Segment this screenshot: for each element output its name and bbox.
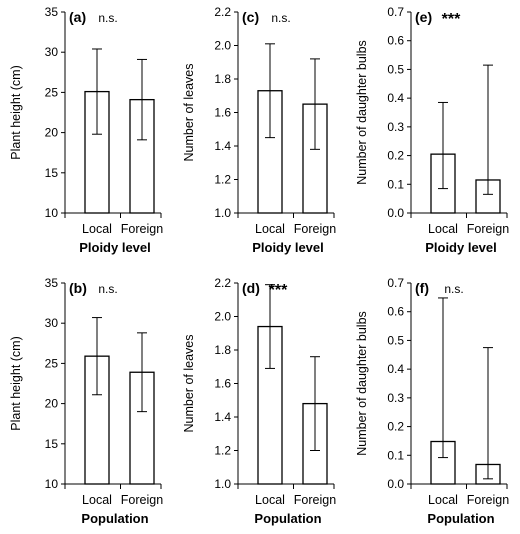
y-tick-label: 0.3 (387, 120, 404, 134)
panel-label: (f) (415, 280, 429, 296)
y-tick-label: 1.8 (214, 343, 231, 357)
y-axis-label: Number of daughter bulbs (355, 40, 369, 185)
chart-panel-e: 0.0 0.1 0.2 0.3 0.4 0.5 0.6 0.7 Local Foreign Ploi… (355, 5, 509, 255)
y-tick-label: 0.4 (387, 362, 404, 376)
y-tick-label: 0.7 (387, 276, 404, 290)
chart-panel-c: 1.0 1.2 1.4 1.6 1.8 2.0 2.2 Local Foreign Ploidy … (182, 5, 336, 255)
panel-label: (c) (242, 9, 259, 25)
panel-label: (a) (69, 9, 86, 25)
y-tick-label: 0.2 (387, 420, 404, 434)
chart-panel-f: 0.0 0.1 0.2 0.3 0.4 0.5 0.6 0.7 Local Foreign Popu… (355, 276, 509, 526)
panel-d: 1.0 1.2 1.4 1.6 1.8 2.0 2.2 Local Foreign Populat… (173, 271, 346, 534)
y-tick-label: 0.5 (387, 62, 404, 76)
category-label: Foreign (467, 493, 509, 507)
y-axis-label: Plant height (cm) (9, 336, 23, 430)
category-label: Local (428, 222, 458, 236)
y-tick-label: 1.2 (214, 173, 231, 187)
y-tick-label: 1.6 (214, 106, 231, 120)
y-tick-label: 1.0 (214, 206, 231, 220)
category-label: Local (255, 222, 285, 236)
category-label: Local (82, 222, 112, 236)
x-axis-label: Population (254, 511, 321, 526)
panel-label: (d) (242, 280, 260, 296)
y-tick-label: 25 (45, 356, 59, 370)
x-axis-label: Ploidy level (79, 240, 151, 255)
panel-f: 0.0 0.1 0.2 0.3 0.4 0.5 0.6 0.7 Local Foreign Popu… (346, 271, 519, 534)
panel-label: (e) (415, 9, 432, 25)
panel-b: 10 15 20 25 30 35 Local Foreign Population Plant … (0, 271, 173, 534)
significance-label: *** (269, 282, 288, 299)
y-tick-label: 0.0 (387, 206, 404, 220)
y-tick-label: 20 (45, 126, 59, 140)
x-axis-label: Population (427, 511, 494, 526)
y-tick-label: 2.0 (214, 39, 231, 53)
chart-panel-d: 1.0 1.2 1.4 1.6 1.8 2.0 2.2 Local Foreign Populat… (182, 276, 336, 526)
chart-panel-b: 10 15 20 25 30 35 Local Foreign Population Plant … (9, 276, 163, 526)
y-tick-label: 30 (45, 316, 59, 330)
y-tick-label: 30 (45, 45, 59, 59)
category-label: Foreign (121, 493, 163, 507)
significance-label: n.s. (444, 282, 463, 296)
y-tick-label: 2.2 (214, 5, 231, 19)
y-tick-label: 10 (45, 206, 59, 220)
y-tick-label: 0.6 (387, 305, 404, 319)
y-axis-label: Number of leaves (182, 64, 196, 162)
y-tick-label: 1.8 (214, 72, 231, 86)
x-axis-label: Population (81, 511, 148, 526)
panel-c: 1.0 1.2 1.4 1.6 1.8 2.0 2.2 Local Foreign Ploidy … (173, 0, 346, 263)
chart-panel-a: 10 15 20 25 30 35 Local Foreign Ploidy level Plan… (9, 5, 163, 255)
significance-label: n.s. (98, 282, 117, 296)
bar-local (430, 440, 456, 485)
y-tick-label: 0.5 (387, 333, 404, 347)
category-label: Foreign (467, 222, 509, 236)
y-tick-label: 15 (45, 166, 59, 180)
panel-e: 0.0 0.1 0.2 0.3 0.4 0.5 0.6 0.7 Local Foreign Ploi… (346, 0, 519, 263)
y-tick-label: 20 (45, 397, 59, 411)
y-tick-label: 10 (45, 477, 59, 491)
category-label: Foreign (121, 222, 163, 236)
y-tick-label: 15 (45, 437, 59, 451)
y-axis-label: Number of leaves (182, 335, 196, 433)
y-tick-label: 1.4 (214, 139, 231, 153)
x-axis-label: Ploidy level (425, 240, 497, 255)
y-tick-label: 0.2 (387, 149, 404, 163)
y-tick-label: 1.2 (214, 444, 231, 458)
y-tick-label: 0.1 (387, 448, 404, 462)
y-tick-label: 0.1 (387, 177, 404, 191)
y-tick-label: 35 (45, 276, 59, 290)
panel-a: 10 15 20 25 30 35 Local Foreign Ploidy level Plan… (0, 0, 173, 263)
y-tick-label: 1.6 (214, 377, 231, 391)
y-tick-label: 0.6 (387, 34, 404, 48)
x-axis-label: Ploidy level (252, 240, 324, 255)
y-tick-label: 2.0 (214, 310, 231, 324)
y-tick-label: 1.0 (214, 477, 231, 491)
y-tick-label: 35 (45, 5, 59, 19)
category-label: Foreign (294, 493, 336, 507)
y-tick-label: 2.2 (214, 276, 231, 290)
category-label: Foreign (294, 222, 336, 236)
y-axis-label: Plant height (cm) (9, 65, 23, 159)
category-label: Local (255, 493, 285, 507)
y-tick-label: 25 (45, 85, 59, 99)
significance-label: n.s. (98, 11, 117, 25)
y-tick-label: 0.7 (387, 5, 404, 19)
y-tick-label: 1.4 (214, 410, 231, 424)
category-label: Local (428, 493, 458, 507)
y-tick-label: 0.4 (387, 91, 404, 105)
panel-label: (b) (69, 280, 87, 296)
y-tick-label: 0.3 (387, 391, 404, 405)
y-tick-label: 0.0 (387, 477, 404, 491)
significance-label: *** (442, 11, 461, 28)
category-label: Local (82, 493, 112, 507)
significance-label: n.s. (271, 11, 290, 25)
y-axis-label: Number of daughter bulbs (355, 311, 369, 456)
